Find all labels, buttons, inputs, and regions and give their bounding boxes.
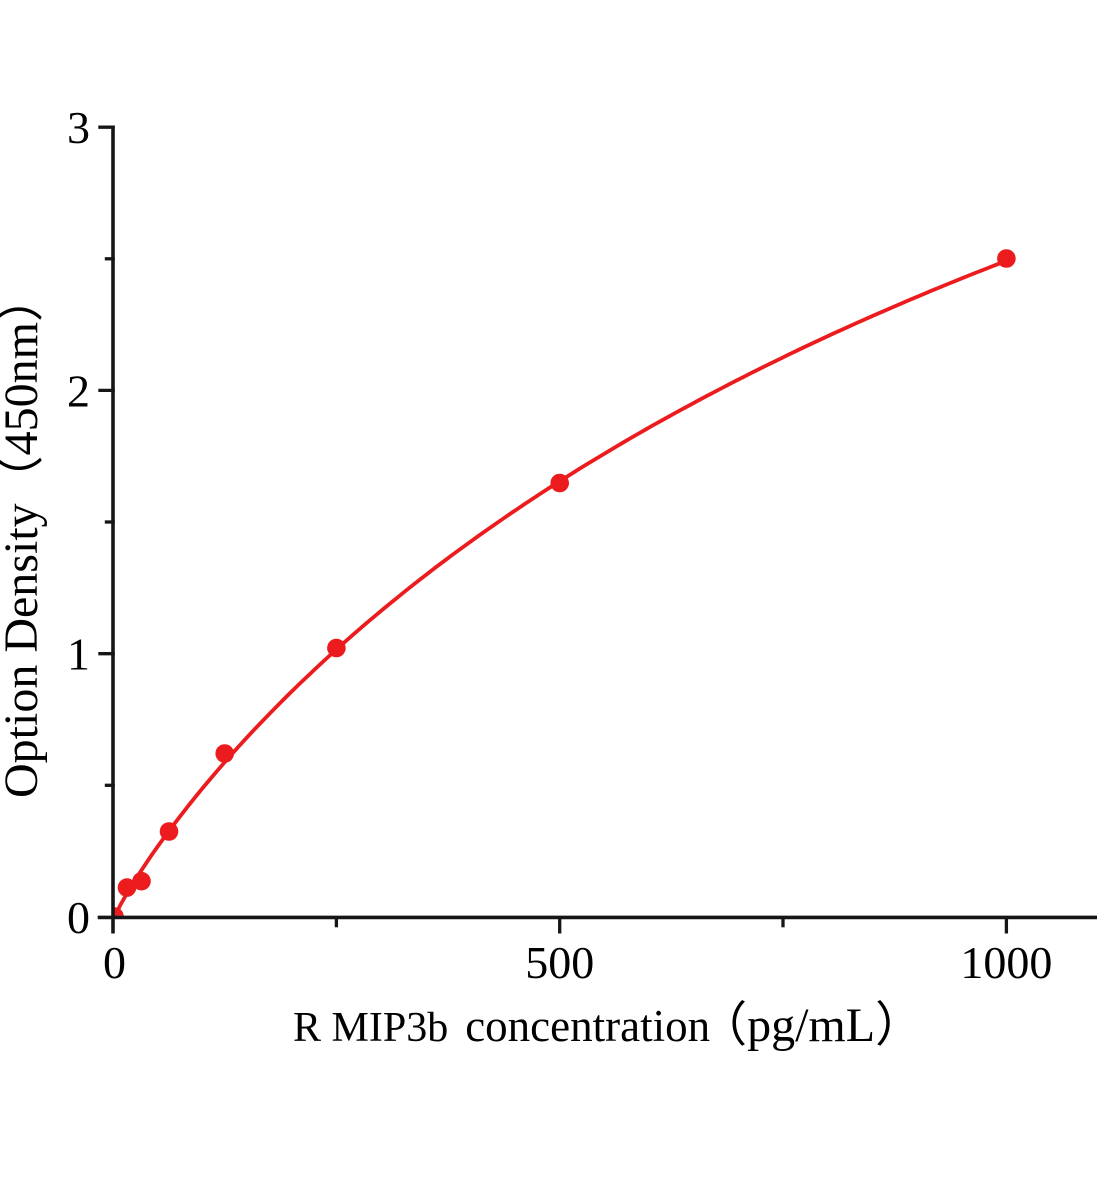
- svg-text:0: 0: [103, 937, 126, 988]
- svg-text:1: 1: [67, 629, 90, 680]
- svg-text:3: 3: [67, 102, 90, 153]
- svg-text:500: 500: [525, 937, 594, 988]
- svg-text:2: 2: [67, 365, 90, 416]
- svg-text:Option Density（450nm）: Option Density（450nm）: [0, 274, 48, 798]
- svg-text:1000: 1000: [960, 937, 1052, 988]
- svg-text:0: 0: [67, 892, 90, 943]
